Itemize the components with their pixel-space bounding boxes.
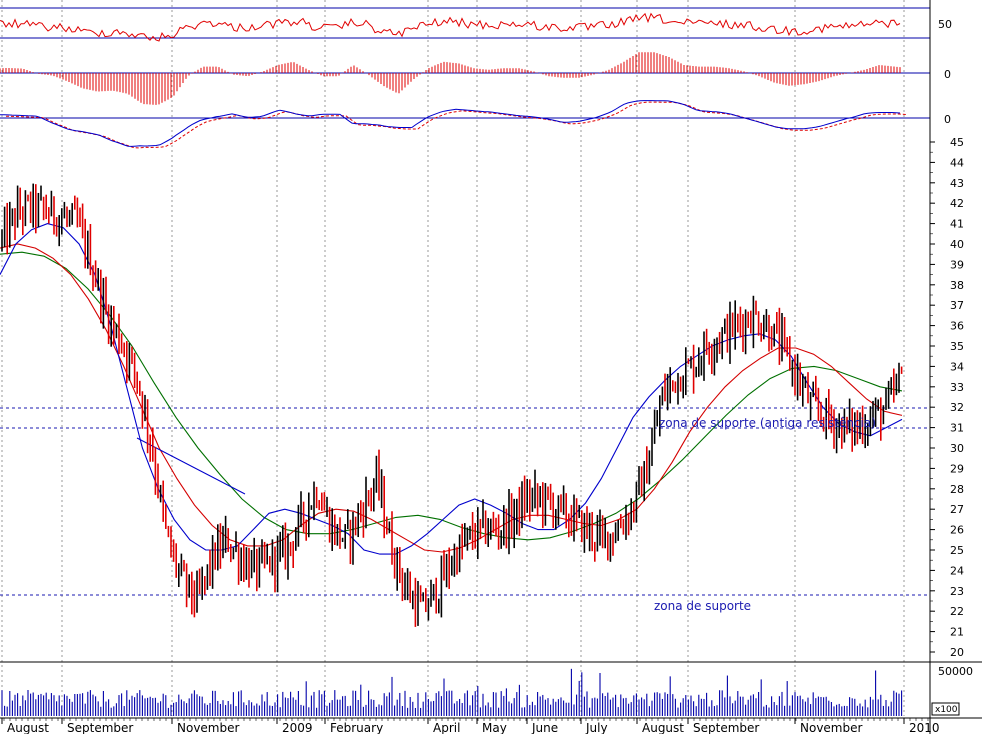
price-tick-label: 21 <box>950 626 964 639</box>
month-label: August <box>642 721 684 734</box>
price-tick-label: 33 <box>950 381 964 394</box>
volume-tick-label: 50000 <box>938 665 973 678</box>
price-tick-label: 32 <box>950 401 964 414</box>
indicator-panels <box>0 7 930 149</box>
grid <box>1 0 905 716</box>
month-label: 2009 <box>282 721 313 734</box>
price-tick-label: 27 <box>950 503 964 516</box>
price-tick-label: 30 <box>950 442 964 455</box>
month-label: April <box>433 721 460 734</box>
price-tick-label: 23 <box>950 585 964 598</box>
month-label: July <box>585 721 608 734</box>
oscillator-tick-label: 50 <box>938 18 952 31</box>
price-tick-label: 35 <box>950 340 964 353</box>
price-tick-label: 28 <box>950 483 964 496</box>
volume-panel <box>1 668 903 716</box>
month-label: February <box>330 721 383 734</box>
month-label: August <box>7 721 49 734</box>
price-panel <box>0 183 930 627</box>
month-label: May <box>482 721 507 734</box>
price-tick-label: 22 <box>950 605 964 618</box>
price-tick-label: 40 <box>950 238 964 251</box>
support-zone-label-lower: zona de suporte <box>654 599 751 613</box>
price-tick-label: 31 <box>950 422 964 435</box>
volume-multiplier-box <box>931 702 960 716</box>
price-tick-label: 37 <box>950 299 964 312</box>
macd-signal-line <box>5 101 907 149</box>
price-tick-label: 45 <box>950 136 964 149</box>
price-tick-label: 34 <box>950 360 964 373</box>
oscillator-line <box>0 12 901 42</box>
support-zone-label-upper: zona de suporte (antiga resistência) <box>659 416 876 430</box>
price-tick-label: 38 <box>950 279 964 292</box>
month-label: November <box>800 721 862 734</box>
price-tick-label: 41 <box>950 218 964 231</box>
price-tick-label: 44 <box>950 156 964 169</box>
price-tick-label: 42 <box>950 197 964 210</box>
price-tick-label: 24 <box>950 564 964 577</box>
macd-line <box>0 100 901 147</box>
price-tick-label: 25 <box>950 544 964 557</box>
moving-average-fast <box>0 223 903 555</box>
month-label: 2010 <box>909 721 940 734</box>
moving-average-mid <box>0 243 903 553</box>
macd-tick-label: 0 <box>944 113 951 126</box>
histogram-tick-label: 0 <box>944 68 951 81</box>
month-label: June <box>531 721 558 734</box>
price-tick-label: 26 <box>950 524 964 537</box>
price-tick-label: 39 <box>950 258 964 271</box>
month-label: September <box>693 721 759 734</box>
price-tick-label: 36 <box>950 320 964 333</box>
month-label: November <box>177 721 239 734</box>
price-tick-label: 29 <box>950 462 964 475</box>
moving-average-slow <box>0 251 903 541</box>
price-tick-label: 20 <box>950 646 964 659</box>
price-tick-label: 43 <box>950 177 964 190</box>
volume-multiplier-label: x100 <box>935 705 958 715</box>
month-label: September <box>67 721 133 734</box>
